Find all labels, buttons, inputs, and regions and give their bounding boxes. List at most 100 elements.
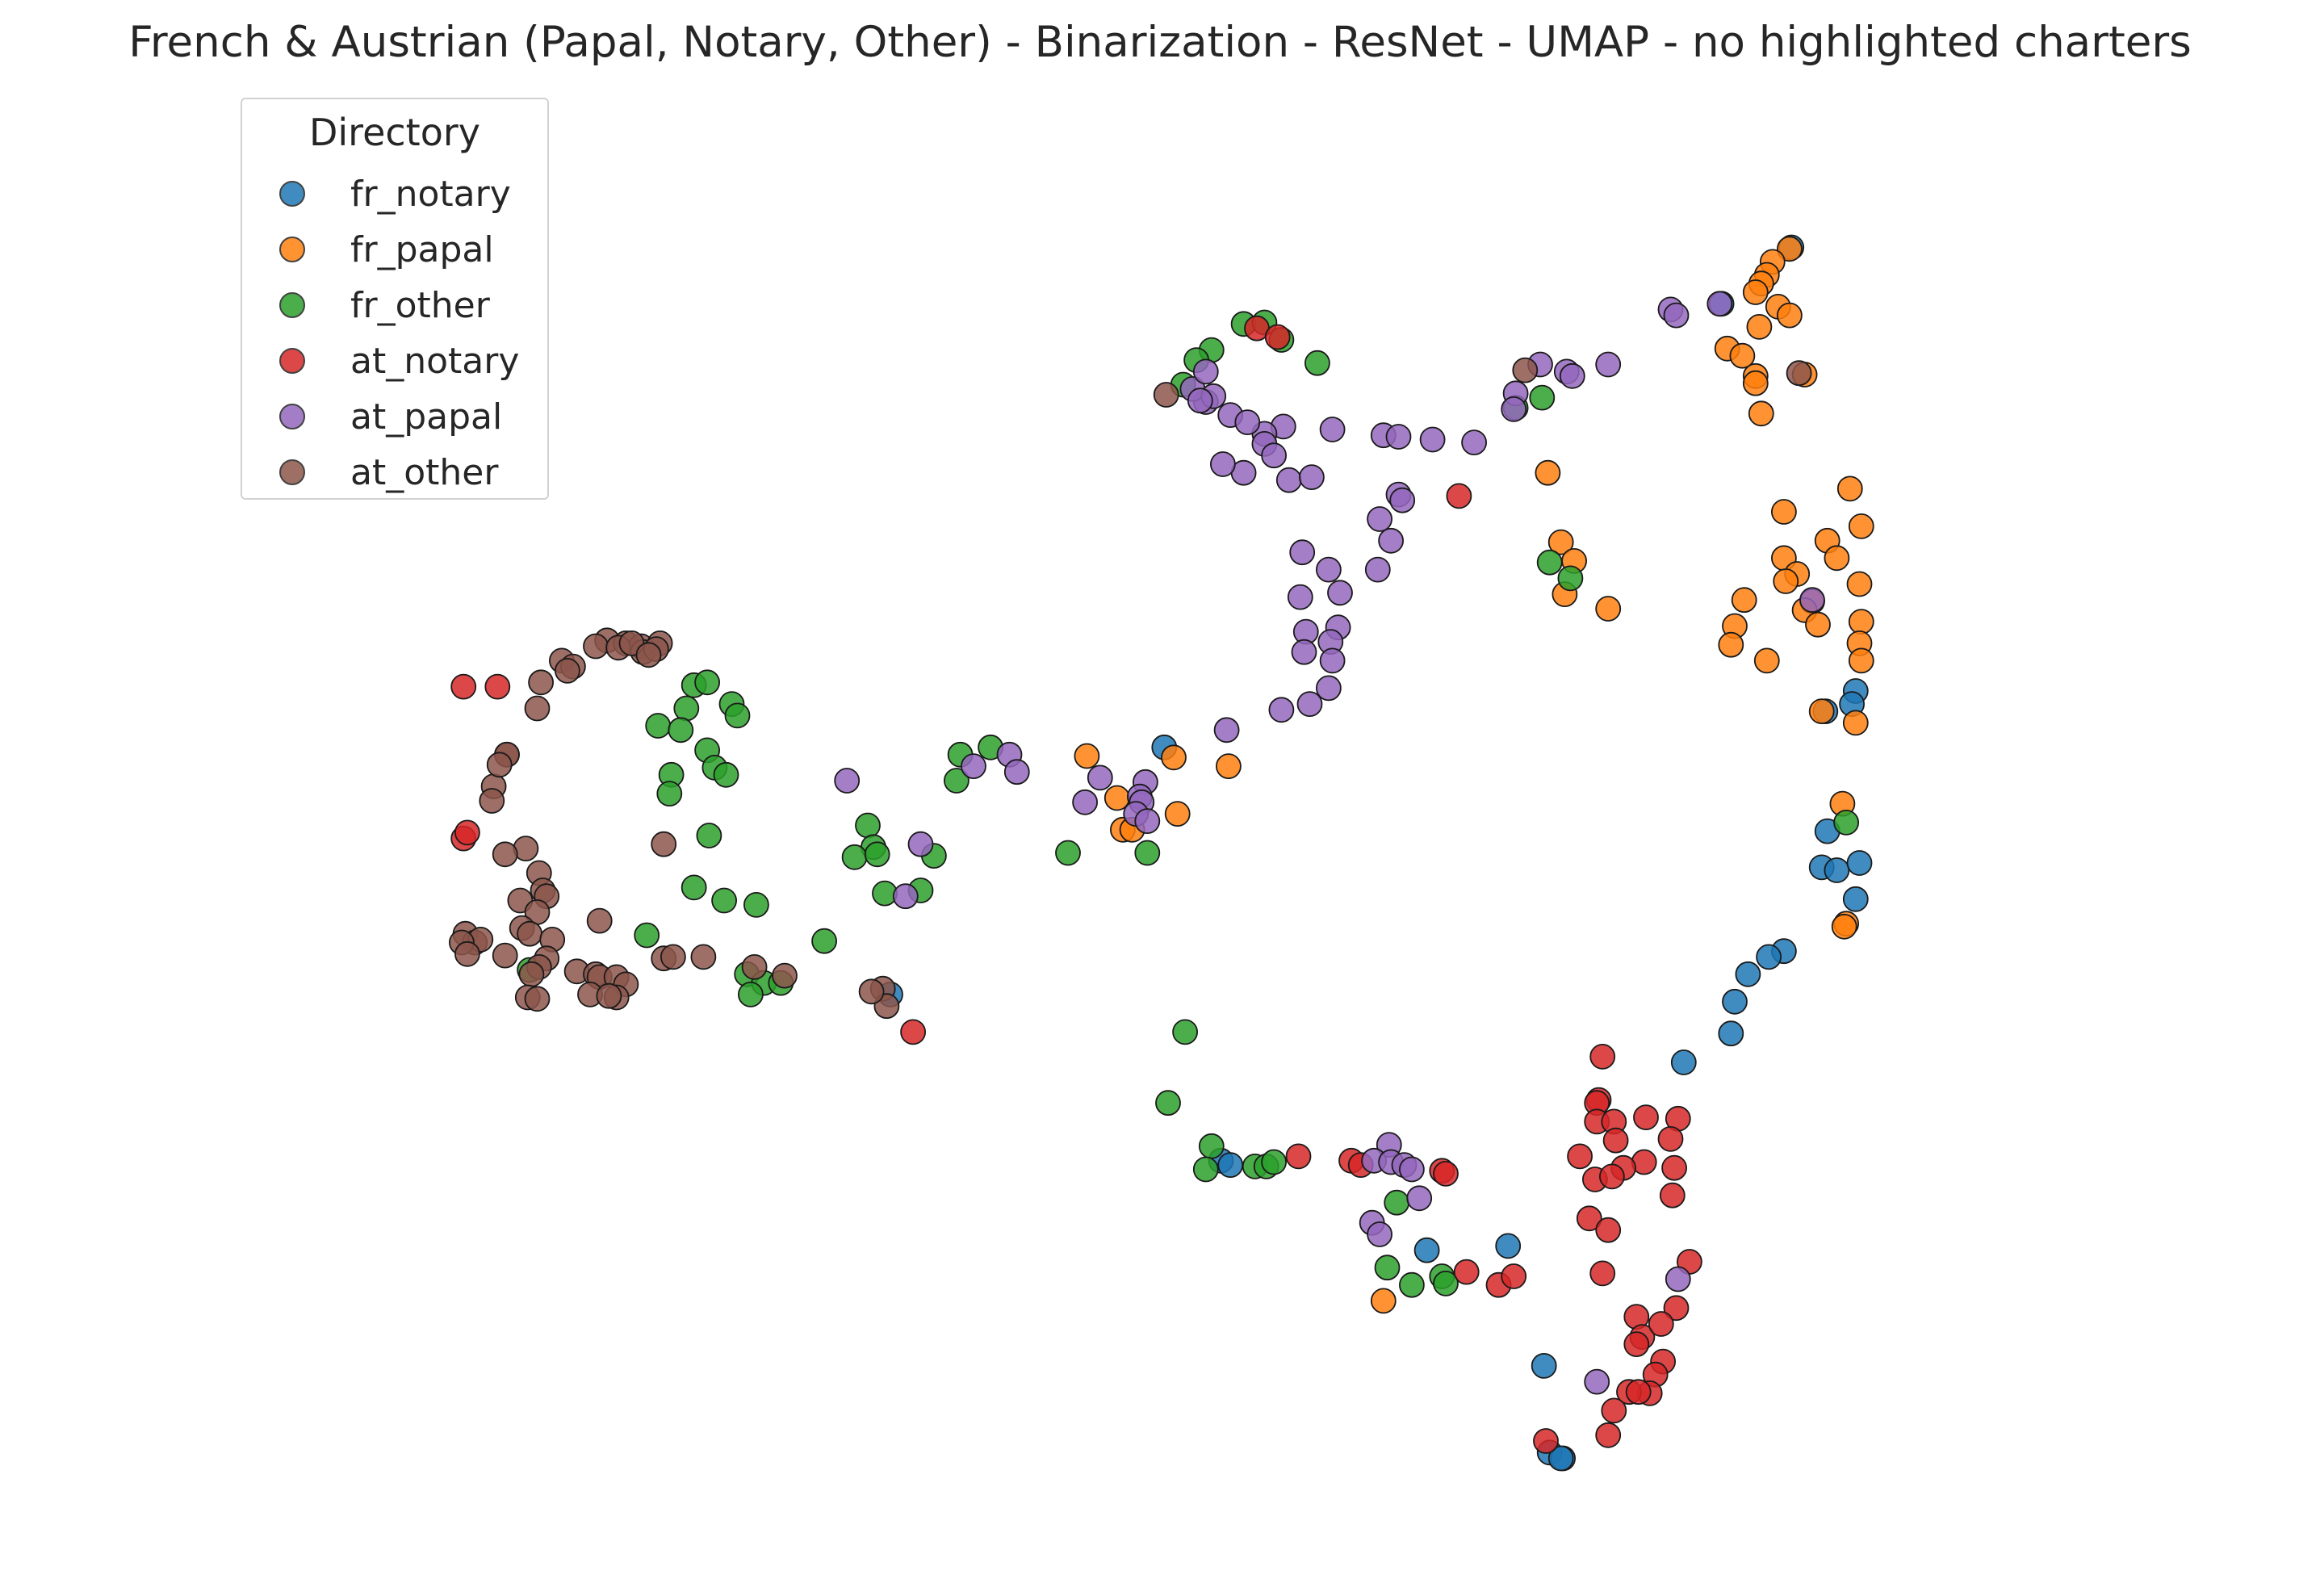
point-fr-other-22 bbox=[656, 781, 683, 806]
point-at-other-12 bbox=[635, 642, 662, 668]
point-at-notary-12 bbox=[1602, 1127, 1629, 1154]
point-fr-notary-9 bbox=[1846, 850, 1873, 876]
point-fr-other-55 bbox=[1374, 1255, 1401, 1281]
point-fr-other-49 bbox=[1198, 1133, 1225, 1159]
point-fr-papal-25 bbox=[1846, 571, 1873, 597]
point-at-papal-32 bbox=[1378, 527, 1404, 554]
point-at-notary-16 bbox=[1661, 1154, 1688, 1181]
point-at-other-16 bbox=[528, 669, 554, 696]
point-at-papal-68 bbox=[1584, 1368, 1610, 1395]
point-at-papal-23 bbox=[1187, 387, 1213, 414]
point-at-papal-45 bbox=[1268, 697, 1295, 723]
point-fr-papal-7 bbox=[1746, 313, 1773, 340]
point-at-notary-35 bbox=[1595, 1422, 1622, 1448]
point-at-notary-11 bbox=[1657, 1126, 1684, 1152]
point-at-papal-12 bbox=[1419, 426, 1446, 453]
point-at-papal-64 bbox=[1399, 1156, 1425, 1183]
point-fr-notary-12 bbox=[1756, 944, 1782, 970]
point-at-papal-37 bbox=[1287, 584, 1313, 610]
point-at-notary-21 bbox=[1595, 1217, 1622, 1243]
points-layer bbox=[449, 234, 1874, 1472]
legend-item-fr-other: fr_other bbox=[279, 280, 490, 330]
point-fr-papal-33 bbox=[1805, 611, 1831, 638]
point-at-papal-50 bbox=[1087, 764, 1113, 791]
point-fr-papal-16 bbox=[1770, 499, 1797, 525]
point-fr-papal-0 bbox=[1776, 236, 1803, 262]
point-at-papal-44 bbox=[1296, 691, 1323, 717]
point-at-papal-42 bbox=[1319, 647, 1346, 674]
legend-label-at-papal: at_papal bbox=[350, 396, 503, 438]
point-at-notary-24 bbox=[1663, 1295, 1690, 1322]
point-at-papal-6 bbox=[1559, 362, 1585, 389]
point-at-notary-48 bbox=[454, 819, 480, 846]
point-at-notary-37 bbox=[1285, 1143, 1312, 1170]
point-fr-other-54 bbox=[1384, 1189, 1410, 1216]
point-at-other-53 bbox=[586, 907, 613, 934]
point-fr-other-45 bbox=[738, 982, 764, 1007]
point-at-notary-33 bbox=[1625, 1379, 1652, 1405]
point-fr-other-58 bbox=[1433, 1271, 1459, 1296]
point-at-other-17 bbox=[524, 695, 551, 722]
point-fr-other-53 bbox=[1261, 1149, 1287, 1175]
legend-item-at-other: at_other bbox=[279, 447, 498, 497]
point-fr-other-33 bbox=[696, 823, 722, 848]
point-fr-notary-24 bbox=[1547, 1445, 1574, 1472]
point-at-papal-56 bbox=[1072, 789, 1098, 815]
point-fr-notary-13 bbox=[1735, 961, 1761, 987]
point-fr-notary-20 bbox=[1495, 1233, 1522, 1259]
point-at-papal-58 bbox=[907, 831, 934, 857]
point-at-papal-13 bbox=[1461, 429, 1487, 455]
point-at-notary-1 bbox=[1264, 324, 1291, 350]
point-fr-other-36 bbox=[743, 892, 769, 918]
point-at-papal-3 bbox=[1595, 351, 1622, 378]
point-fr-other-17 bbox=[668, 717, 694, 744]
point-at-papal-26 bbox=[1261, 442, 1287, 469]
point-fr-notary-16 bbox=[1670, 1049, 1697, 1075]
point-at-papal-43 bbox=[1316, 675, 1342, 702]
point-fr-notary-8 bbox=[1824, 857, 1850, 883]
point-at-notary-2 bbox=[1446, 483, 1472, 509]
point-at-notary-45 bbox=[450, 673, 477, 700]
point-at-other-0 bbox=[1153, 382, 1179, 408]
legend-marker-at-other bbox=[279, 459, 305, 485]
point-fr-other-40 bbox=[811, 928, 837, 954]
legend-marker-fr-notary bbox=[279, 181, 305, 207]
point-fr-other-10 bbox=[1557, 565, 1584, 592]
point-at-papal-28 bbox=[1299, 464, 1325, 490]
point-at-notary-9 bbox=[1633, 1104, 1659, 1130]
point-fr-notary-10 bbox=[1842, 886, 1869, 912]
point-fr-papal-35 bbox=[1718, 631, 1744, 658]
point-fr-other-16 bbox=[645, 713, 672, 739]
point-fr-papal-17 bbox=[1848, 513, 1874, 539]
point-fr-papal-42 bbox=[1831, 913, 1857, 940]
point-at-notary-28 bbox=[1623, 1331, 1650, 1357]
point-at-other-1 bbox=[1512, 357, 1539, 383]
point-at-other-41 bbox=[518, 961, 545, 987]
point-fr-other-35 bbox=[711, 887, 737, 914]
point-at-papal-11 bbox=[1385, 424, 1412, 450]
point-at-other-2 bbox=[1786, 360, 1812, 387]
point-fr-other-3 bbox=[1304, 350, 1330, 376]
point-at-other-52 bbox=[651, 831, 677, 857]
point-at-other-61 bbox=[858, 978, 885, 1005]
point-at-notary-3 bbox=[900, 1019, 926, 1045]
point-at-papal-65 bbox=[1406, 1185, 1433, 1212]
point-at-notary-20 bbox=[1576, 1205, 1602, 1232]
point-fr-papal-38 bbox=[1808, 698, 1835, 724]
point-fr-papal-43 bbox=[1074, 743, 1100, 769]
point-fr-papal-24 bbox=[1773, 568, 1799, 594]
point-fr-other-39 bbox=[634, 922, 660, 949]
point-fr-other-31 bbox=[1055, 840, 1081, 866]
point-fr-other-46 bbox=[1833, 810, 1860, 836]
legend-label-fr-papal: fr_papal bbox=[350, 228, 494, 270]
point-fr-papal-4 bbox=[1742, 279, 1769, 305]
point-fr-other-50 bbox=[1192, 1156, 1219, 1183]
point-fr-other-47 bbox=[1172, 1019, 1198, 1045]
point-fr-papal-6 bbox=[1776, 302, 1803, 329]
point-fr-notary-21 bbox=[1531, 1353, 1557, 1379]
point-at-other-4 bbox=[583, 633, 609, 660]
point-at-notary-36 bbox=[1533, 1428, 1559, 1454]
point-fr-other-12 bbox=[694, 669, 720, 696]
legend-marker-at-papal bbox=[279, 404, 305, 429]
point-at-papal-34 bbox=[1289, 539, 1316, 566]
